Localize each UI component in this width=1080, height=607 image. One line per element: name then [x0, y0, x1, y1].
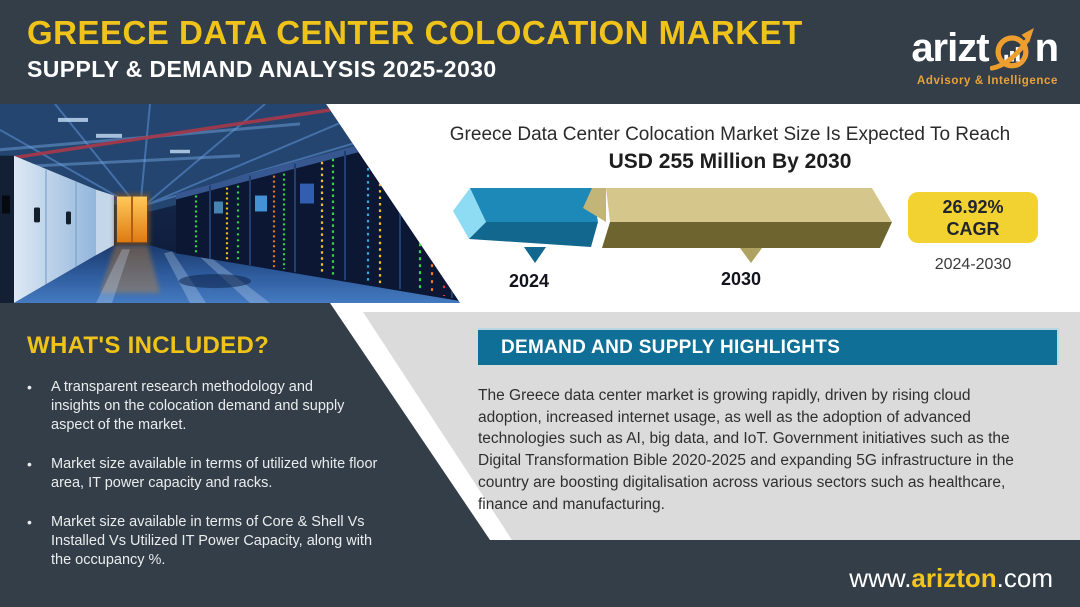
- list-item-text: Market size available in terms of Core &…: [51, 514, 373, 568]
- list-item: • A transparent research methodology and…: [27, 378, 432, 435]
- bullet-icon: •: [27, 456, 32, 472]
- bullet-icon: •: [27, 379, 32, 395]
- url-prefix: www.: [849, 563, 912, 593]
- bar-2024: [453, 188, 598, 263]
- market-size-headline-block: Greece Data Center Colocation Market Siz…: [430, 122, 1030, 175]
- list-item-text: Market size available in terms of utiliz…: [51, 456, 378, 491]
- cagr-badge: 26.92% CAGR: [908, 192, 1038, 243]
- market-size-value: USD 255 Million By 2030: [608, 150, 852, 173]
- list-item-text: A transparent research methodology and i…: [51, 379, 345, 433]
- logo-wordmark: arizt n: [878, 22, 1059, 74]
- market-size-bar-chart: [453, 188, 892, 263]
- website-url[interactable]: www.arizton.com: [849, 563, 1053, 594]
- list-item: • Market size available in terms of util…: [27, 455, 432, 493]
- url-suffix: .com: [996, 563, 1053, 593]
- whats-included-title: WHAT'S INCLUDED?: [27, 332, 270, 359]
- cagr-value: 26.92%: [942, 196, 1004, 217]
- bar-label-2030: 2030: [720, 269, 762, 289]
- bar-label-2024: 2024: [508, 271, 550, 291]
- highlights-paragraph: The Greece data center market is growing…: [478, 387, 1014, 513]
- cagr-label: CAGR: [946, 218, 1000, 239]
- bullet-icon: •: [27, 514, 32, 530]
- market-size-headline: Greece Data Center Colocation Market Siz…: [449, 124, 1011, 145]
- list-item: • Market size available in terms of Core…: [27, 513, 432, 570]
- poster-subtitle: SUPPLY & DEMAND ANALYSIS 2025-2030: [27, 56, 497, 82]
- growth-arrow-chart-ring-icon: [989, 28, 1034, 71]
- logo-tagline: Advisory & Intelligence: [917, 75, 1058, 87]
- highlights-title: DEMAND AND SUPPLY HIGHLIGHTS: [501, 336, 841, 358]
- url-brand: arizton: [911, 563, 997, 593]
- whats-included-list: • A transparent research methodology and…: [27, 378, 432, 590]
- cagr-period: 2024-2030: [934, 256, 1012, 273]
- header-bar: GREECE DATA CENTER COLOCATION MARKET SUP…: [0, 0, 1080, 104]
- highlights-header-bar: DEMAND AND SUPPLY HIGHLIGHTS: [478, 328, 1059, 365]
- logo-text-suffix: n: [1034, 26, 1059, 70]
- bar-2030: [583, 188, 892, 263]
- logo-text-prefix: arizt: [911, 26, 989, 70]
- arizton-logo: arizt n Advisory & Intelligence: [878, 22, 1059, 94]
- poster-title: GREECE DATA CENTER COLOCATION MARKET: [27, 14, 803, 51]
